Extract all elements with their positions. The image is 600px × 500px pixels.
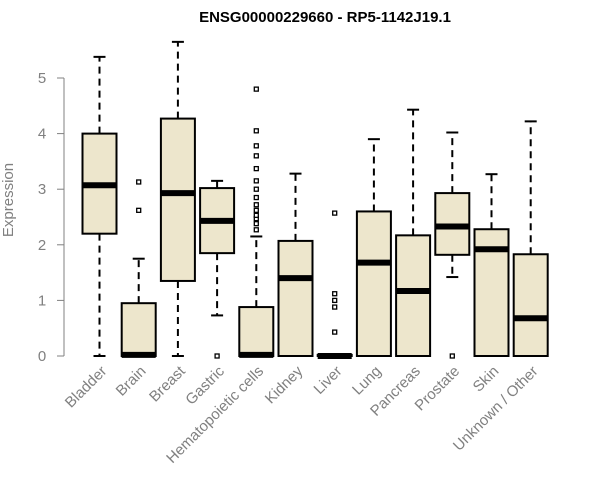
box-lung	[355, 138, 392, 357]
x-label-bladder: Bladder	[62, 363, 111, 412]
outlier-point	[136, 207, 142, 213]
box-rect	[355, 210, 392, 357]
outlier-point	[449, 353, 455, 359]
y-tick-label-5: 5	[38, 70, 46, 87]
chart-title: ENSG00000229660 - RP5-1142J19.1	[199, 9, 451, 26]
x-label-lung: Lung	[349, 363, 385, 399]
box-breast	[159, 40, 196, 357]
outlier-point	[253, 153, 259, 159]
outlier-point	[253, 212, 259, 218]
outlier-point	[332, 297, 338, 304]
y-axis-label: Expression	[0, 163, 17, 237]
box-liver	[316, 210, 353, 359]
box-unknown-other	[512, 120, 549, 357]
outlier-point	[253, 143, 259, 149]
box-rect	[159, 117, 196, 282]
y-tick-label-4: 4	[38, 126, 46, 143]
outlier-point	[332, 291, 338, 297]
x-label-skin: Skin	[470, 363, 503, 396]
outlier-point	[253, 86, 259, 92]
y-axis: 0 1 2 3 4 5	[38, 70, 65, 365]
y-tick-label-1: 1	[38, 292, 46, 309]
y-tick-label-0: 0	[38, 348, 46, 365]
outlier-point	[136, 179, 142, 185]
outlier-point	[253, 178, 259, 184]
outlier-point	[253, 194, 259, 201]
outlier-point	[214, 353, 220, 359]
outlier-point	[253, 186, 259, 192]
y-tick-label-2: 2	[38, 237, 46, 254]
outlier-point	[253, 202, 259, 208]
y-tick-label-3: 3	[38, 181, 46, 198]
outlier-point	[253, 165, 259, 172]
x-label-breast: Breast	[146, 362, 189, 405]
box-prostate	[434, 131, 471, 359]
outlier-point	[253, 221, 259, 227]
box-rect	[238, 306, 275, 357]
outlier-point	[253, 227, 259, 233]
outlier-point	[332, 210, 338, 216]
box-rect	[512, 253, 549, 357]
box-kidney	[277, 172, 314, 358]
box-rect	[120, 302, 157, 357]
x-label-brain: Brain	[113, 363, 150, 400]
outlier-point	[332, 304, 338, 310]
outlier-point	[253, 128, 259, 134]
box-gastric	[199, 179, 236, 359]
outlier-point	[332, 329, 338, 335]
box-hematopoietic-cells	[238, 86, 275, 358]
box-skin	[473, 173, 510, 357]
box-bladder	[81, 55, 118, 357]
x-label-kidney: Kidney	[262, 362, 307, 407]
box-rect	[395, 234, 432, 358]
boxes-group	[81, 40, 549, 359]
box-brain	[120, 179, 157, 358]
box-rect	[277, 239, 314, 358]
outlier-point	[253, 207, 259, 213]
box-pancreas	[395, 108, 432, 358]
x-label-liver: Liver	[311, 363, 346, 398]
